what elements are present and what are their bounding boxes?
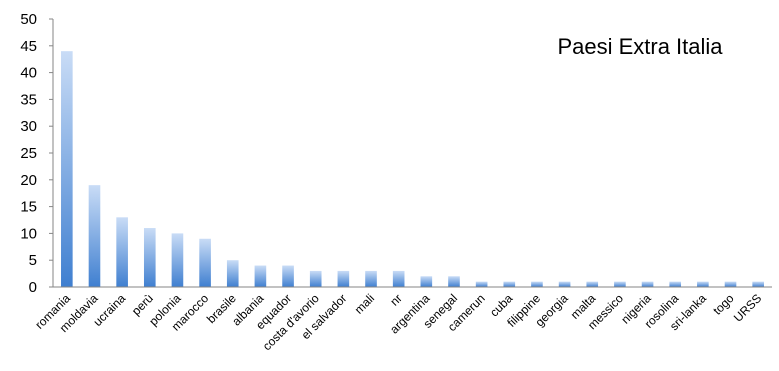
bar-messico: [614, 281, 626, 287]
x-tick-label: URSS: [731, 291, 764, 324]
bar-georgia: [558, 281, 571, 287]
y-tick-label: 15: [20, 199, 37, 216]
y-axis: 0 5 10 15 20 25 30 35 40 45 50: [20, 11, 54, 296]
y-tick-label: 50: [20, 11, 37, 28]
y-tick-label: 35: [20, 91, 37, 108]
y-tick-label: 45: [20, 38, 37, 55]
bar-urss: [752, 281, 764, 287]
bar-albania: [254, 265, 267, 287]
x-tick-label: mali: [352, 291, 377, 316]
bar-senegal: [448, 276, 460, 287]
bar-romania: [61, 51, 73, 287]
bar-mali: [365, 270, 377, 287]
bar-camerun: [475, 281, 488, 287]
bar-sri-lanka: [697, 281, 709, 287]
chart-title: Paesi Extra Italia: [557, 34, 723, 59]
x-tick-label: nr: [387, 291, 404, 308]
bar-rosolina: [669, 281, 682, 287]
y-tick-label: 30: [20, 118, 37, 135]
bar-ucraina: [116, 217, 128, 287]
bar-el-salvador: [337, 270, 350, 287]
bar-per-: [143, 228, 156, 287]
y-tick-label: 20: [20, 172, 37, 189]
bar-cuba: [503, 281, 516, 287]
bar-togo: [724, 281, 737, 287]
x-tick-label: ucraina: [91, 291, 129, 329]
y-tick-label: 10: [20, 225, 37, 242]
bar-polonia: [171, 233, 184, 287]
bar-argentina: [420, 276, 433, 287]
y-tick-label: 0: [29, 279, 37, 296]
bar-brasile: [226, 260, 239, 287]
y-tick-label: 40: [20, 65, 37, 82]
bar-equador: [282, 265, 294, 287]
bars: [61, 51, 764, 287]
bar-nigeria: [641, 281, 654, 287]
bar-marocco: [199, 238, 211, 287]
bar-malta: [586, 281, 599, 287]
bar-filippine: [531, 281, 543, 287]
bar-costa-d-avorio: [309, 270, 322, 287]
bar-nr: [392, 270, 405, 287]
bar-moldavia: [88, 185, 101, 287]
y-tick-label: 5: [29, 252, 37, 269]
y-tick-label: 25: [20, 145, 37, 162]
